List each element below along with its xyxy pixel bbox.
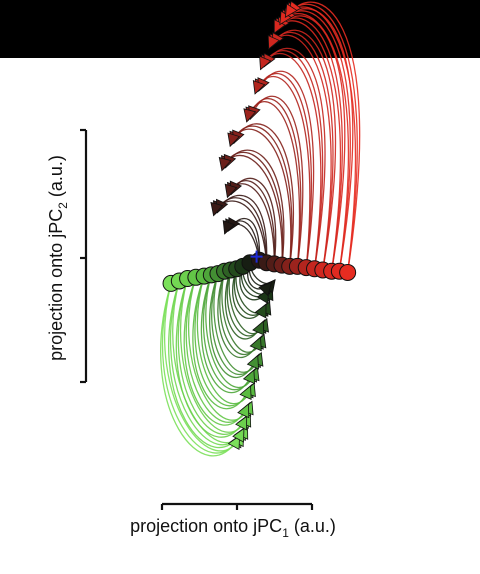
trajectory-arrowhead	[252, 80, 266, 95]
trajectory-curve	[196, 275, 255, 405]
trajectory-curve	[288, 1, 361, 273]
trajectory-arrowhead	[237, 403, 250, 419]
trajectory-arrowhead	[254, 303, 267, 319]
trajectory-arrowhead	[258, 281, 273, 297]
trajectory-arrowhead	[249, 336, 262, 352]
trajectory-arrowhead	[227, 132, 241, 148]
trajectory-arrowheads	[210, 0, 302, 450]
trajectory-arrowhead	[227, 435, 240, 450]
trajectory-arrowhead	[267, 34, 280, 50]
trajectory-arrowhead	[232, 427, 245, 443]
trajectory-arrowhead	[218, 156, 232, 172]
trajectory-curve	[271, 29, 337, 271]
trajectory-curve	[263, 47, 326, 269]
trajectory-curve	[224, 269, 264, 340]
trajectory-arrowhead	[243, 108, 257, 123]
trajectory-arrowhead	[235, 415, 248, 431]
top-black-band	[0, 0, 480, 58]
trajectory-curve	[175, 278, 248, 438]
origin-marker	[250, 250, 263, 263]
trajectory-arrowhead	[259, 55, 272, 71]
trajectory-start-point	[339, 263, 357, 281]
x-axis	[160, 502, 314, 510]
trajectory-arrowhead	[242, 369, 256, 385]
trajectory-curve	[209, 273, 259, 379]
trajectory-arrowhead	[222, 219, 236, 235]
trajectory-arrowhead	[239, 385, 252, 401]
trajectory-curve	[200, 274, 255, 394]
trajectory-arrowhead	[284, 3, 298, 19]
trajectory-curve	[217, 271, 262, 359]
trajectory-start-points	[162, 251, 357, 292]
y-axis-label: projection onto jPC2 (a.u.)	[46, 155, 70, 361]
trajectory-curve	[205, 274, 259, 389]
trajectory-arrowhead	[246, 354, 259, 370]
trajectory-arrowhead	[252, 320, 265, 336]
trajectory-curve	[183, 277, 249, 426]
y-axis	[80, 128, 88, 384]
trajectory-arrowhead	[210, 201, 224, 217]
x-axis-label: projection onto jPC1 (a.u.)	[130, 516, 336, 540]
trajectory-curve	[249, 95, 304, 267]
trajectory-curve	[192, 275, 252, 410]
trajectory-curve	[160, 283, 241, 457]
trajectory-arrowhead	[224, 183, 238, 199]
